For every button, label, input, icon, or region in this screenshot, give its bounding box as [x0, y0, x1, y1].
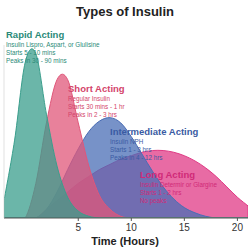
x-axis-title: Time (Hours): [91, 235, 159, 247]
plot-area: [4, 49, 248, 218]
y-axis-line: [4, 45, 5, 218]
annotation-line: Starts 1 - 3 hrs: [110, 146, 151, 153]
annotation-line: Insulin Lispro, Aspart, or Glulisine: [6, 41, 100, 49]
annotation-line: Insulin NPH: [110, 138, 144, 145]
annotation-title: Rapid Acting: [6, 29, 64, 40]
annotation-title: Short Acting: [68, 83, 125, 94]
annotation-line: Insulin Determir or Glargine: [140, 181, 217, 189]
x-tick: [131, 218, 132, 221]
x-axis-line: [4, 218, 248, 219]
chart-svg: Types of Insulin 5 10 15 20 Time (Hours) Rapid…: [0, 0, 250, 250]
annotation-line: Peaks in 30 - 90 mins: [6, 57, 67, 64]
annotation-title: Intermediate Acting: [110, 126, 199, 137]
x-tick: [184, 218, 185, 221]
annotation-line: Starts 5 - 10 mins: [6, 49, 55, 56]
annotation-line: Peaks in 4 - 12 hrs: [110, 154, 163, 161]
annotation-line: Starts 1 - 2 hrs: [140, 189, 181, 196]
chart-title: Types of Insulin: [76, 4, 174, 19]
area-series: [4, 49, 248, 218]
x-tick: [237, 218, 238, 221]
x-tick-label: 5: [75, 222, 81, 233]
annotation-title: Long Acting: [140, 169, 195, 180]
x-tick-label: 15: [179, 222, 191, 233]
x-tick: [78, 218, 79, 221]
x-tick-label: 10: [126, 222, 138, 233]
annotation-line: No peaks: [140, 197, 167, 205]
x-tick-label: 20: [232, 222, 244, 233]
annotation-line: Regular Insulin: [68, 95, 111, 103]
chart-container: Types of Insulin 5 10 15 20 Time (Hours) Rapid…: [0, 0, 250, 250]
annotation-line: Peaks in 2 - 3 hrs: [68, 111, 117, 118]
annotation-line: Starts 30 mins - 1 hr: [68, 103, 125, 110]
